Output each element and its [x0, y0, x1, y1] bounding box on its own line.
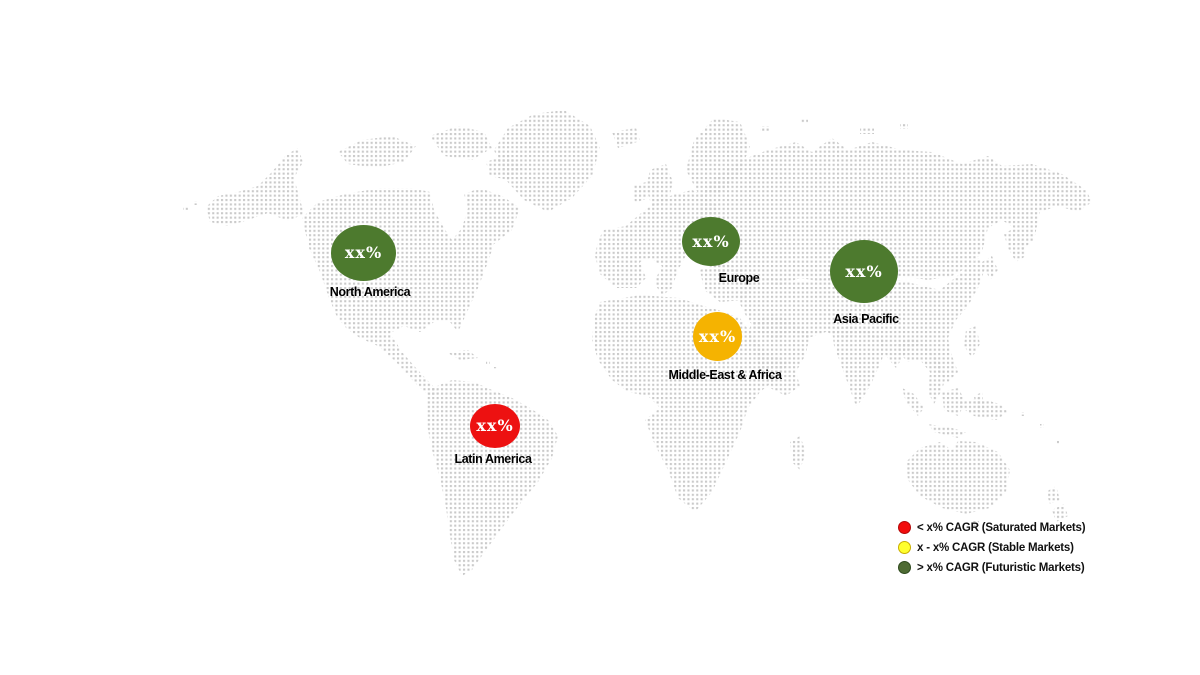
region-label-europe: Europe [718, 271, 760, 285]
region-bubble-latin-america: xx% [470, 404, 520, 448]
legend-marker-red-icon [898, 521, 911, 534]
legend-item-saturated: < x% CAGR (Saturated Markets) [898, 521, 1086, 534]
region-bubble-north-america: xx% [331, 225, 396, 281]
region-bubble-asia-pacific: xx% [830, 240, 898, 303]
legend-marker-green-icon [898, 561, 911, 574]
region-value: xx% [344, 243, 383, 262]
region-value: xx% [845, 261, 883, 281]
region-label-middle-east-africa: Middle-East & Africa [668, 368, 782, 382]
region-bubble-europe: xx% [682, 217, 740, 266]
region-label-latin-america: Latin America [454, 452, 532, 466]
legend-label: < x% CAGR (Saturated Markets) [917, 521, 1086, 534]
legend-label: x - x% CAGR (Stable Markets) [917, 541, 1074, 554]
region-value: xx% [692, 231, 730, 251]
region-label-north-america: North America [329, 285, 411, 299]
legend-label: > x% CAGR (Futuristic Markets) [917, 561, 1085, 574]
legend-marker-yellow-icon [898, 541, 911, 554]
region-label-asia-pacific: Asia Pacific [833, 312, 899, 326]
region-value: xx% [476, 416, 514, 435]
cagr-legend: < x% CAGR (Saturated Markets) x - x% CAG… [898, 521, 1086, 581]
region-bubble-middle-east-africa: xx% [693, 312, 742, 361]
legend-item-futuristic: > x% CAGR (Futuristic Markets) [898, 561, 1085, 574]
region-value: xx% [698, 326, 737, 346]
legend-item-stable: x - x% CAGR (Stable Markets) [898, 541, 1085, 554]
